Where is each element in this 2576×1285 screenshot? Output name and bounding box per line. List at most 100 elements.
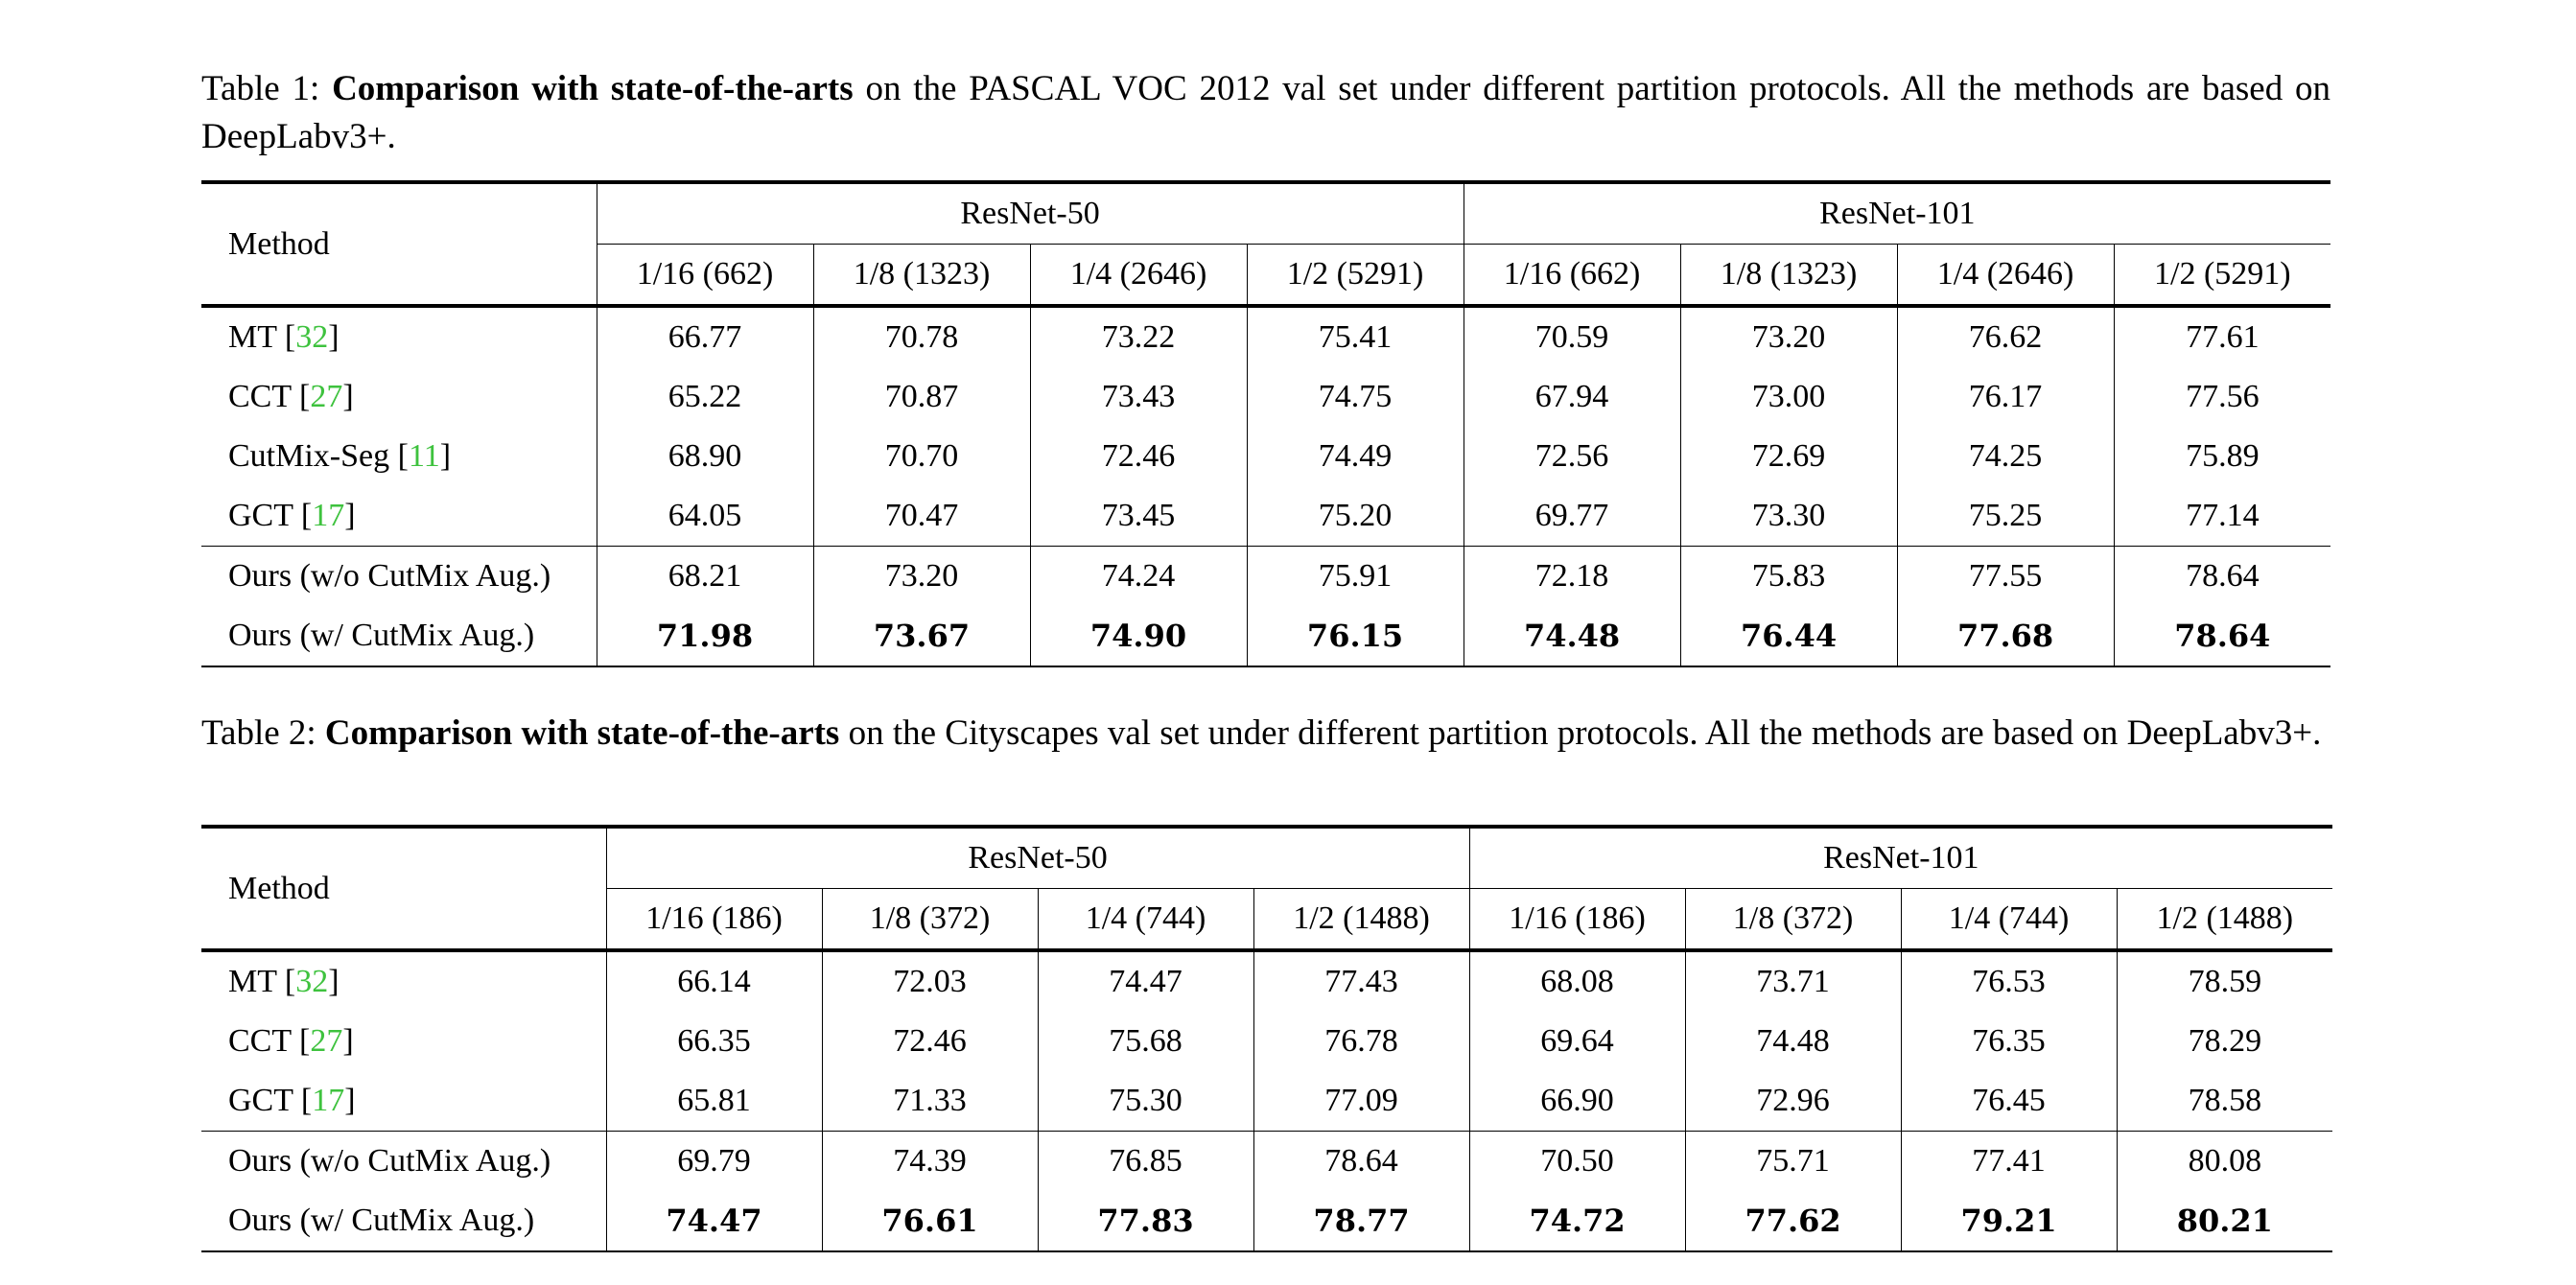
method-name: CutMix-Seg [11] xyxy=(201,427,597,486)
best-cell: 78.77 xyxy=(1253,1191,1470,1251)
method-name: Ours (w/ CutMix Aug.) xyxy=(228,618,535,653)
cell: 74.49 xyxy=(1246,427,1464,486)
cell: 70.59 xyxy=(1463,306,1681,367)
cell: 65.22 xyxy=(596,367,813,427)
column-header: 1/16 (186) xyxy=(1468,888,1686,952)
cell: 73.45 xyxy=(1029,486,1247,547)
cell: 76.45 xyxy=(1900,1071,2118,1132)
cell: 68.90 xyxy=(596,427,813,486)
table2: Method ResNet-50 ResNet-101 1/16 (186) 1… xyxy=(201,825,2333,1252)
cell: 80.08 xyxy=(2116,1131,2333,1191)
method-name: Ours (w/o CutMix Aug.) xyxy=(201,1131,606,1191)
cell: 75.25 xyxy=(1896,486,2115,547)
column-header: 1/16 (186) xyxy=(605,888,822,952)
method-name: CCT [27] xyxy=(201,367,597,427)
cell: 77.41 xyxy=(1900,1131,2118,1191)
column-header: 1/4 (2646) xyxy=(1896,244,2115,308)
table-row: GCT [17] 64.05 70.47 73.45 75.20 69.77 7… xyxy=(201,486,2331,547)
cell: 72.46 xyxy=(821,1012,1038,1071)
best-cell: 74.90 xyxy=(1029,606,1247,666)
cell: 67.94 xyxy=(1463,367,1681,427)
bracket: ] xyxy=(344,498,356,533)
column-header: 1/2 (5291) xyxy=(2113,244,2331,308)
cell: 75.83 xyxy=(1679,546,1898,606)
citation-link[interactable]: 11 xyxy=(408,438,440,474)
table-row: MT [32] 66.14 72.03 74.47 77.43 68.08 73… xyxy=(201,950,2333,1012)
group-header-resnet50: ResNet-50 xyxy=(596,182,1464,245)
table-row: MT [32] 66.77 70.78 73.22 75.41 70.59 73… xyxy=(201,306,2331,367)
cell: 74.75 xyxy=(1246,367,1464,427)
cell: 69.64 xyxy=(1468,1012,1686,1071)
best-cell: 74.48 xyxy=(1463,606,1681,666)
cell: 73.20 xyxy=(1679,306,1898,367)
bracket: ] xyxy=(439,438,452,474)
method-name: GCT [17] xyxy=(201,1071,606,1132)
cell: 69.79 xyxy=(605,1131,822,1191)
cell: 74.48 xyxy=(1684,1012,1902,1071)
cell: 70.87 xyxy=(812,367,1030,427)
cell: 73.00 xyxy=(1679,367,1898,427)
cell: 72.18 xyxy=(1463,546,1681,606)
cell: 66.35 xyxy=(605,1012,822,1071)
table-row: Ours (w/o CutMix Aug.) 68.21 73.20 74.24… xyxy=(201,546,2331,606)
cell: 75.20 xyxy=(1246,486,1464,547)
table2-caption-bold: Comparison with state-of-the-arts xyxy=(324,713,840,753)
method-label: GCT [ xyxy=(228,1083,313,1118)
cell: 70.47 xyxy=(812,486,1030,547)
method-name: MT [32] xyxy=(201,306,597,367)
citation-link[interactable]: 27 xyxy=(310,1023,343,1059)
method-name: Ours (w/ CutMix Aug.) xyxy=(228,1203,535,1238)
column-header: 1/8 (1323) xyxy=(1679,244,1898,308)
cell: 77.55 xyxy=(1896,546,2115,606)
cell: 77.56 xyxy=(2113,367,2331,427)
cell: 74.47 xyxy=(1037,950,1253,1012)
best-cell: 71.98 xyxy=(596,606,813,666)
table-row: GCT [17] 65.81 71.33 75.30 77.09 66.90 7… xyxy=(201,1071,2333,1132)
method-header: Method xyxy=(201,827,606,952)
cell: 75.89 xyxy=(2113,427,2331,486)
best-cell: 80.21 xyxy=(2116,1191,2333,1251)
citation-link[interactable]: 32 xyxy=(295,964,329,999)
cell: 65.81 xyxy=(605,1071,822,1132)
citation-link[interactable]: 32 xyxy=(295,319,329,355)
table2-caption: Table 2: Comparison with state-of-the-ar… xyxy=(201,710,2330,758)
method-name: CCT [27] xyxy=(201,1012,606,1071)
column-header: 1/2 (1488) xyxy=(1253,888,1470,952)
cell: 74.39 xyxy=(821,1131,1038,1191)
cell: 66.14 xyxy=(605,950,822,1012)
cell: 78.58 xyxy=(2116,1071,2333,1132)
method-name: GCT [17] xyxy=(201,486,597,547)
bracket: ] xyxy=(328,319,340,355)
method-label: MT [ xyxy=(228,964,296,999)
group-header-resnet101: ResNet-101 xyxy=(1463,182,2331,245)
group-header-resnet50: ResNet-50 xyxy=(605,827,1470,889)
bracket: ] xyxy=(328,964,340,999)
best-cell: 77.83 xyxy=(1037,1191,1253,1251)
table-row: CutMix-Seg [11] 68.90 70.70 72.46 74.49 … xyxy=(201,427,2331,486)
best-cell: 79.21 xyxy=(1900,1191,2118,1251)
method-name: Ours (w/o CutMix Aug.) xyxy=(201,546,597,606)
method-header: Method xyxy=(201,182,597,308)
method-label: CCT [ xyxy=(228,379,311,414)
citation-link[interactable]: 27 xyxy=(310,379,343,414)
table-row: CCT [27] 66.35 72.46 75.68 76.78 69.64 7… xyxy=(201,1012,2333,1071)
column-header: 1/16 (662) xyxy=(596,244,813,308)
column-header: 1/4 (744) xyxy=(1900,888,2118,952)
best-cell: 78.64 xyxy=(2113,606,2331,666)
best-cell: 76.61 xyxy=(821,1191,1038,1251)
column-header: 1/8 (372) xyxy=(1684,888,1902,952)
cell: 70.78 xyxy=(812,306,1030,367)
cell: 77.09 xyxy=(1253,1071,1470,1132)
table-row: Ours (w/ CutMix Aug.) 74.47 76.61 77.83 … xyxy=(201,1191,2333,1251)
citation-link[interactable]: 17 xyxy=(312,498,345,533)
citation-link[interactable]: 17 xyxy=(312,1083,345,1118)
method-label: CCT [ xyxy=(228,1023,311,1059)
column-header: 1/16 (662) xyxy=(1463,244,1681,308)
best-cell: 76.44 xyxy=(1679,606,1898,666)
column-header: 1/4 (744) xyxy=(1037,888,1253,952)
column-header: 1/2 (5291) xyxy=(1246,244,1464,308)
cell: 68.08 xyxy=(1468,950,1686,1012)
best-cell: 77.62 xyxy=(1684,1191,1902,1251)
cell: 73.20 xyxy=(812,546,1030,606)
table1-caption-rest: on the PASCAL VOC 2012 val set under dif… xyxy=(201,69,2331,156)
